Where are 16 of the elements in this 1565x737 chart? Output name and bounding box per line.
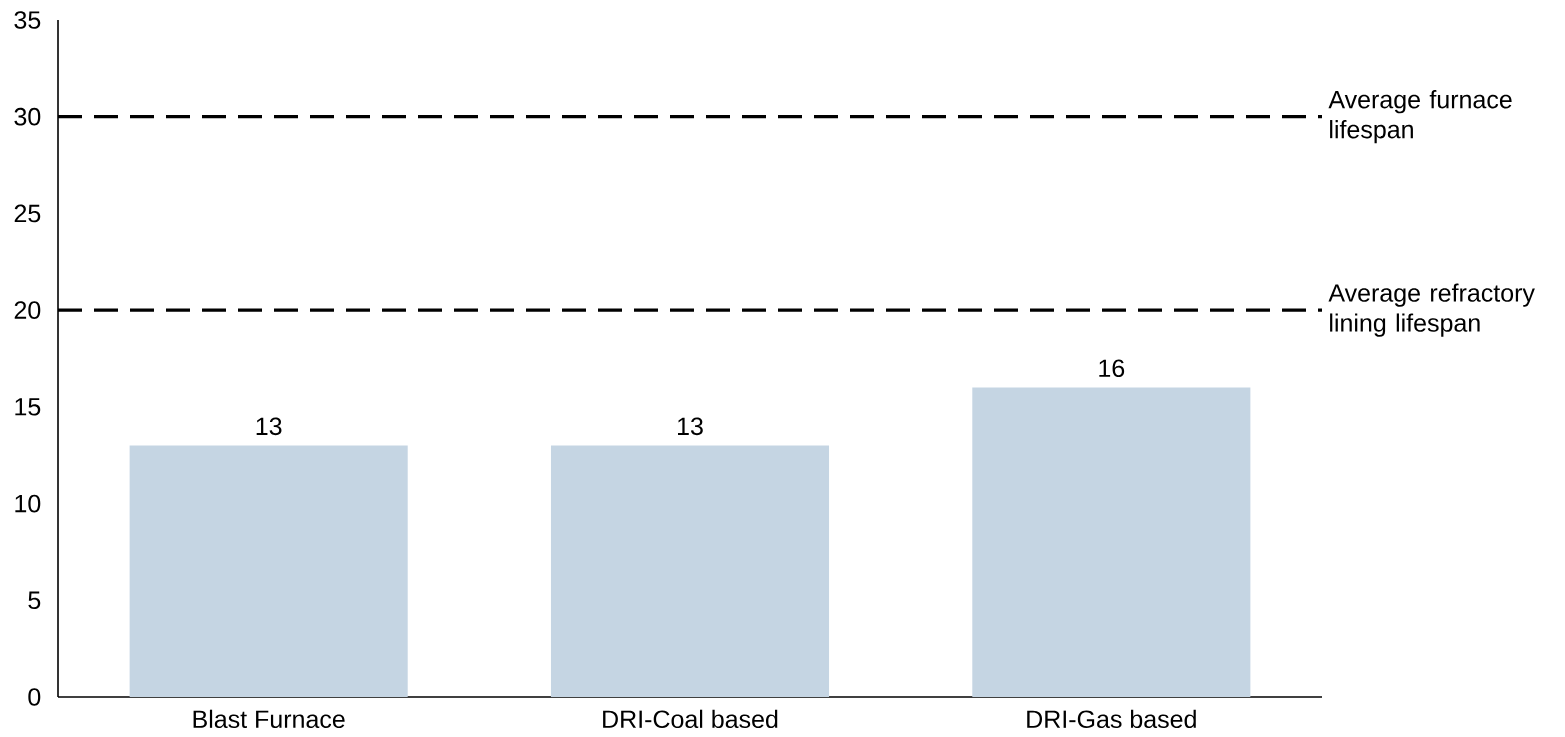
x-tick-label: DRI-Gas based — [1027, 709, 1196, 729]
y-tick-label: 25 — [14, 204, 41, 223]
ref-line-label: Average furnace lifespan — [1328, 90, 1512, 144]
y-tick-label: 15 — [15, 398, 41, 416]
y-tick-label: 35 — [14, 11, 41, 29]
y-tick-label: 10 — [15, 494, 41, 513]
y-tick-label: 5 — [28, 591, 41, 609]
y-tick-label: 0 — [28, 688, 41, 706]
y-tick-label: 20 — [14, 301, 41, 319]
y-tick-label: 30 — [14, 107, 41, 126]
data-label: 16 — [1099, 359, 1125, 378]
x-tick-label: DRI-Coal based — [603, 709, 778, 729]
x-tick-label: Blast Furnace — [193, 709, 345, 729]
data-label: 13 — [678, 417, 703, 436]
data-label: 13 — [256, 417, 282, 436]
ref-line-label: Average refractory lining lifespan — [1328, 283, 1535, 337]
